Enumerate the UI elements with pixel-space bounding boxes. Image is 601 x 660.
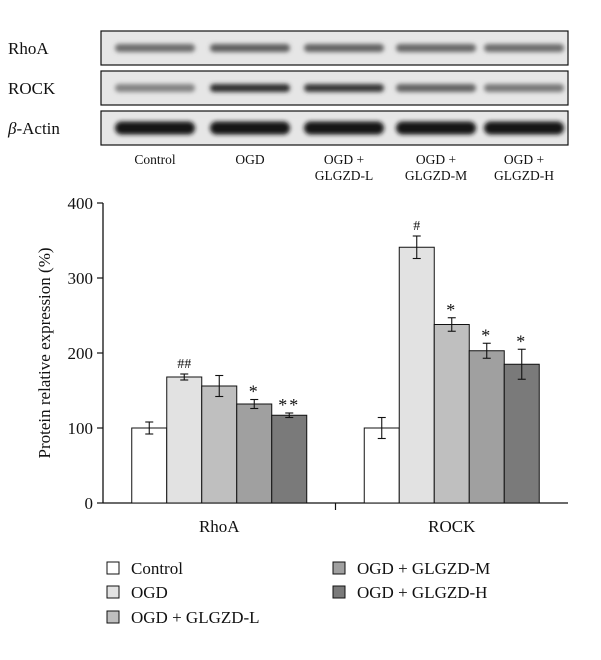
blot-band <box>304 121 384 135</box>
blot-lane-label: Control <box>134 152 176 167</box>
legend-label: OGD + GLGZD-L <box>131 608 260 627</box>
significance-label: * <box>516 331 527 351</box>
blot-band <box>484 84 564 92</box>
x-category-label: ROCK <box>428 517 476 536</box>
blot-lane-label-line: GLGZD-M <box>405 168 467 183</box>
blot-row-label-prefix: β <box>7 119 17 138</box>
bar <box>166 376 203 504</box>
blot-lane-label: OGD <box>235 152 264 167</box>
blot-row-label: RhoA <box>8 39 49 58</box>
legend-label: OGD + GLGZD-H <box>357 583 487 602</box>
blot-lane-label: OGD + GLGZD-H <box>494 152 554 183</box>
bar <box>398 246 435 504</box>
blot-band <box>210 84 290 92</box>
blot-lane-label: OGD + GLGZD-L <box>315 152 373 183</box>
blot-band <box>484 44 564 52</box>
chart-legend: Control OGD OGD + GLGZD-L OGD + GLGZD-M OGD … <box>106 559 490 627</box>
legend-swatch <box>106 585 120 599</box>
bar-chart: 0 100 200 300 400 Protein relative expression… <box>35 194 568 536</box>
blot-band <box>304 44 384 52</box>
bar <box>236 403 273 504</box>
blot-row-label-text: -Actin <box>16 119 60 138</box>
blot-row-label-text: RhoA <box>8 39 49 58</box>
blot-band <box>115 121 195 135</box>
blot-lane-label: OGD + GLGZD-M <box>405 152 467 183</box>
legend-swatch <box>106 561 120 575</box>
significance-label: ## <box>177 357 191 372</box>
significance-label: * <box>481 325 492 345</box>
bar <box>468 350 505 504</box>
bar <box>131 427 168 504</box>
blot-band <box>396 121 476 135</box>
y-axis-label: Protein relative expression (%) <box>35 247 54 458</box>
y-tick-label: 400 <box>68 194 94 213</box>
blot-row-label: β-Actin <box>7 119 60 138</box>
legend-swatch <box>332 561 346 575</box>
blot-band <box>210 44 290 52</box>
bar <box>503 363 540 504</box>
blot-lane-label-line: OGD + <box>416 152 456 167</box>
blot-band <box>396 84 476 92</box>
blot-band <box>210 121 290 135</box>
y-tick-label: 200 <box>68 344 94 363</box>
legend-swatch <box>332 585 346 599</box>
blot-lane-label-line: GLGZD-L <box>315 168 373 183</box>
bar <box>363 427 400 504</box>
legend-swatch <box>106 610 120 624</box>
bar <box>433 324 470 504</box>
legend-label: OGD <box>131 583 168 602</box>
blot-lane-label-line: OGD <box>235 152 264 167</box>
legend-label: OGD + GLGZD-M <box>357 559 490 578</box>
y-tick-label: 0 <box>85 494 94 513</box>
bar <box>201 385 238 504</box>
blot-lane-label-line: GLGZD-H <box>494 168 554 183</box>
legend-label: Control <box>131 559 183 578</box>
y-tick-label: 100 <box>68 419 94 438</box>
blot-band <box>115 44 195 52</box>
blot-band <box>304 84 384 92</box>
bar <box>271 414 308 504</box>
blot-lane-label-line: Control <box>134 152 176 167</box>
y-tick-label: 300 <box>68 269 94 288</box>
significance-label: ** <box>278 395 300 415</box>
significance-label: * <box>446 300 457 320</box>
blot-band <box>396 44 476 52</box>
blot-band <box>484 121 564 135</box>
blot-lane-label-line: OGD + <box>504 152 544 167</box>
x-category-label: RhoA <box>199 517 240 536</box>
significance-label: # <box>413 219 420 234</box>
significance-label: * <box>249 382 260 402</box>
blot-band <box>115 84 195 92</box>
blot-lane-label-line: OGD + <box>324 152 364 167</box>
blot-row-label: ROCK <box>8 79 56 98</box>
blot-row-label-text: ROCK <box>8 79 56 98</box>
